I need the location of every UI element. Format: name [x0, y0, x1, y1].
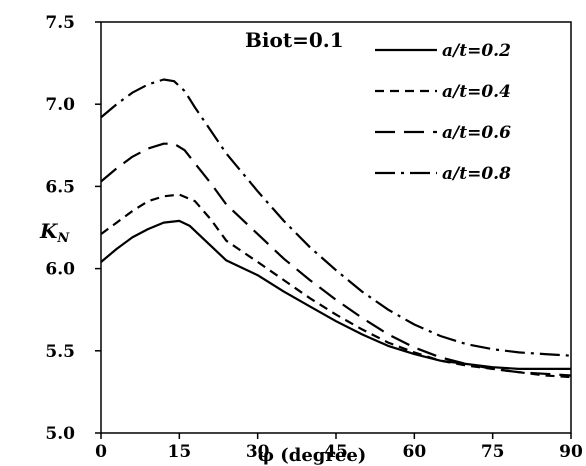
series-line-4 — [100, 78, 572, 357]
y-axis-label: KN — [39, 219, 70, 246]
y-tick-label: 7.0 — [45, 95, 75, 115]
x-tick-label: 75 — [481, 442, 505, 462]
y-tick-label: 5.5 — [45, 342, 75, 362]
y-tick-label: 6.0 — [45, 260, 75, 280]
x-tick-label: 15 — [167, 442, 191, 462]
x-axis-label: φ (degree) — [258, 445, 367, 466]
y-tick-label: 5.0 — [45, 424, 75, 444]
legend-label-3: a/t=0.6 — [442, 123, 511, 143]
y-axis: 5.0 5.5 6.0 6.5 7.0 7.5 — [45, 13, 101, 444]
x-tick-label: 30 — [246, 442, 270, 462]
annotation-label: Biot=0.1 — [245, 28, 344, 52]
series-line-1 — [100, 219, 571, 370]
x-tick-label: 0 — [95, 442, 107, 462]
y-tick-label: 7.5 — [45, 13, 75, 33]
series-group — [100, 78, 572, 379]
legend-label-1: a/t=0.2 — [442, 41, 511, 61]
x-tick-label: 90 — [559, 442, 583, 462]
legend: a/t=0.2 a/t=0.4 a/t=0.6 a/t=0.8 — [375, 41, 511, 184]
x-tick-label: 60 — [402, 442, 426, 462]
legend-label-4: a/t=0.8 — [442, 164, 511, 184]
y-axis-label-main: K — [39, 219, 59, 243]
x-tick-label: 45 — [324, 442, 348, 462]
y-axis-label-sub: N — [56, 231, 70, 246]
legend-label-2: a/t=0.4 — [442, 82, 511, 102]
y-tick-label: 6.5 — [45, 177, 75, 197]
series-line-3 — [100, 142, 572, 377]
x-axis: 0 15 30 45 60 75 90 — [95, 433, 583, 462]
